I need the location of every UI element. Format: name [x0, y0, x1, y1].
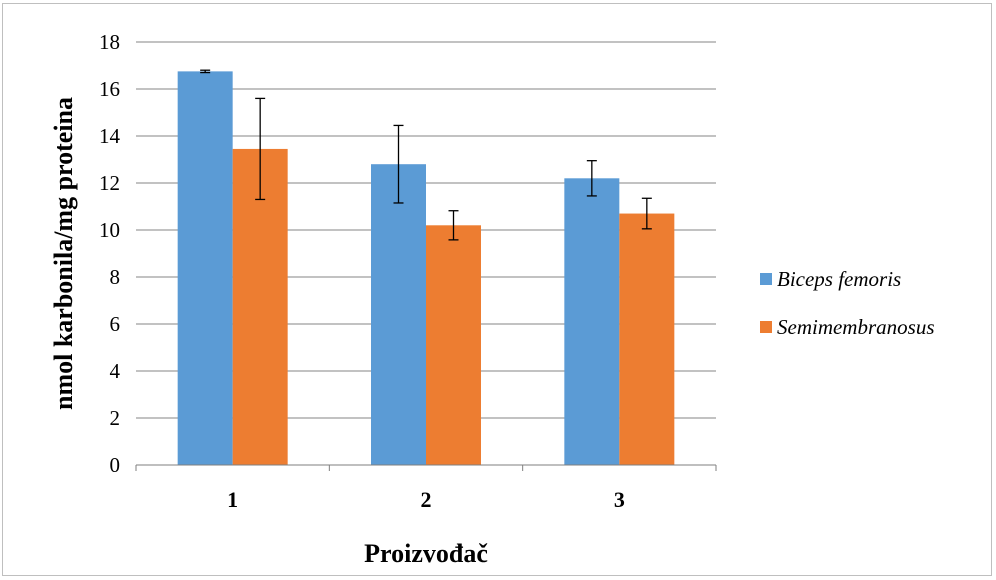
error-bar-series1-cat3 — [641, 197, 652, 230]
y-tick-label-14: 14 — [99, 124, 121, 148]
y-axis-ticks: 0 2 4 6 8 10 12 14 16 18 — [99, 30, 121, 477]
y-tick-label-12: 12 — [99, 171, 120, 195]
y-tick-label-0: 0 — [110, 453, 121, 477]
x-category-label-3: 3 — [614, 487, 625, 512]
legend-swatch-biceps-femoris — [760, 273, 772, 285]
bar-series1-cat3 — [619, 213, 675, 465]
y-tick-label-10: 10 — [99, 218, 120, 242]
bar-series0-cat2 — [371, 164, 426, 465]
x-axis-category-labels: 1 2 3 — [135, 465, 717, 512]
y-tick-label-8: 8 — [110, 265, 121, 289]
bar-series1-cat2 — [426, 225, 481, 465]
error-bar-series0-cat3 — [586, 160, 597, 197]
legend: Biceps femoris Semimembranosus — [760, 267, 935, 339]
error-bars — [200, 69, 652, 241]
bars — [177, 71, 675, 466]
y-tick-label-2: 2 — [110, 406, 121, 430]
error-bar-series1-cat2 — [448, 210, 459, 241]
bar-series0-cat3 — [564, 178, 620, 466]
error-bar-series1-cat1 — [255, 97, 266, 201]
x-category-label-1: 1 — [227, 487, 238, 512]
y-tick-label-6: 6 — [110, 312, 121, 336]
legend-label-biceps-femoris: Biceps femoris — [777, 267, 901, 291]
bar-series1-cat1 — [232, 148, 288, 466]
y-tick-label-18: 18 — [99, 30, 120, 54]
y-axis-title: nmol karbonila/mg proteina — [49, 97, 78, 410]
error-bar-series0-cat2 — [393, 124, 404, 204]
error-bar-series0-cat1 — [200, 69, 211, 74]
x-axis-title: Proizvođač — [364, 539, 488, 568]
y-tick-label-4: 4 — [110, 359, 121, 383]
bar-series0-cat1 — [177, 71, 233, 465]
x-category-label-2: 2 — [421, 487, 432, 512]
legend-swatch-semimembranosus — [760, 321, 772, 333]
y-tick-label-16: 16 — [99, 77, 120, 101]
legend-label-semimembranosus: Semimembranosus — [777, 315, 935, 339]
chart-frame — [2, 3, 992, 576]
